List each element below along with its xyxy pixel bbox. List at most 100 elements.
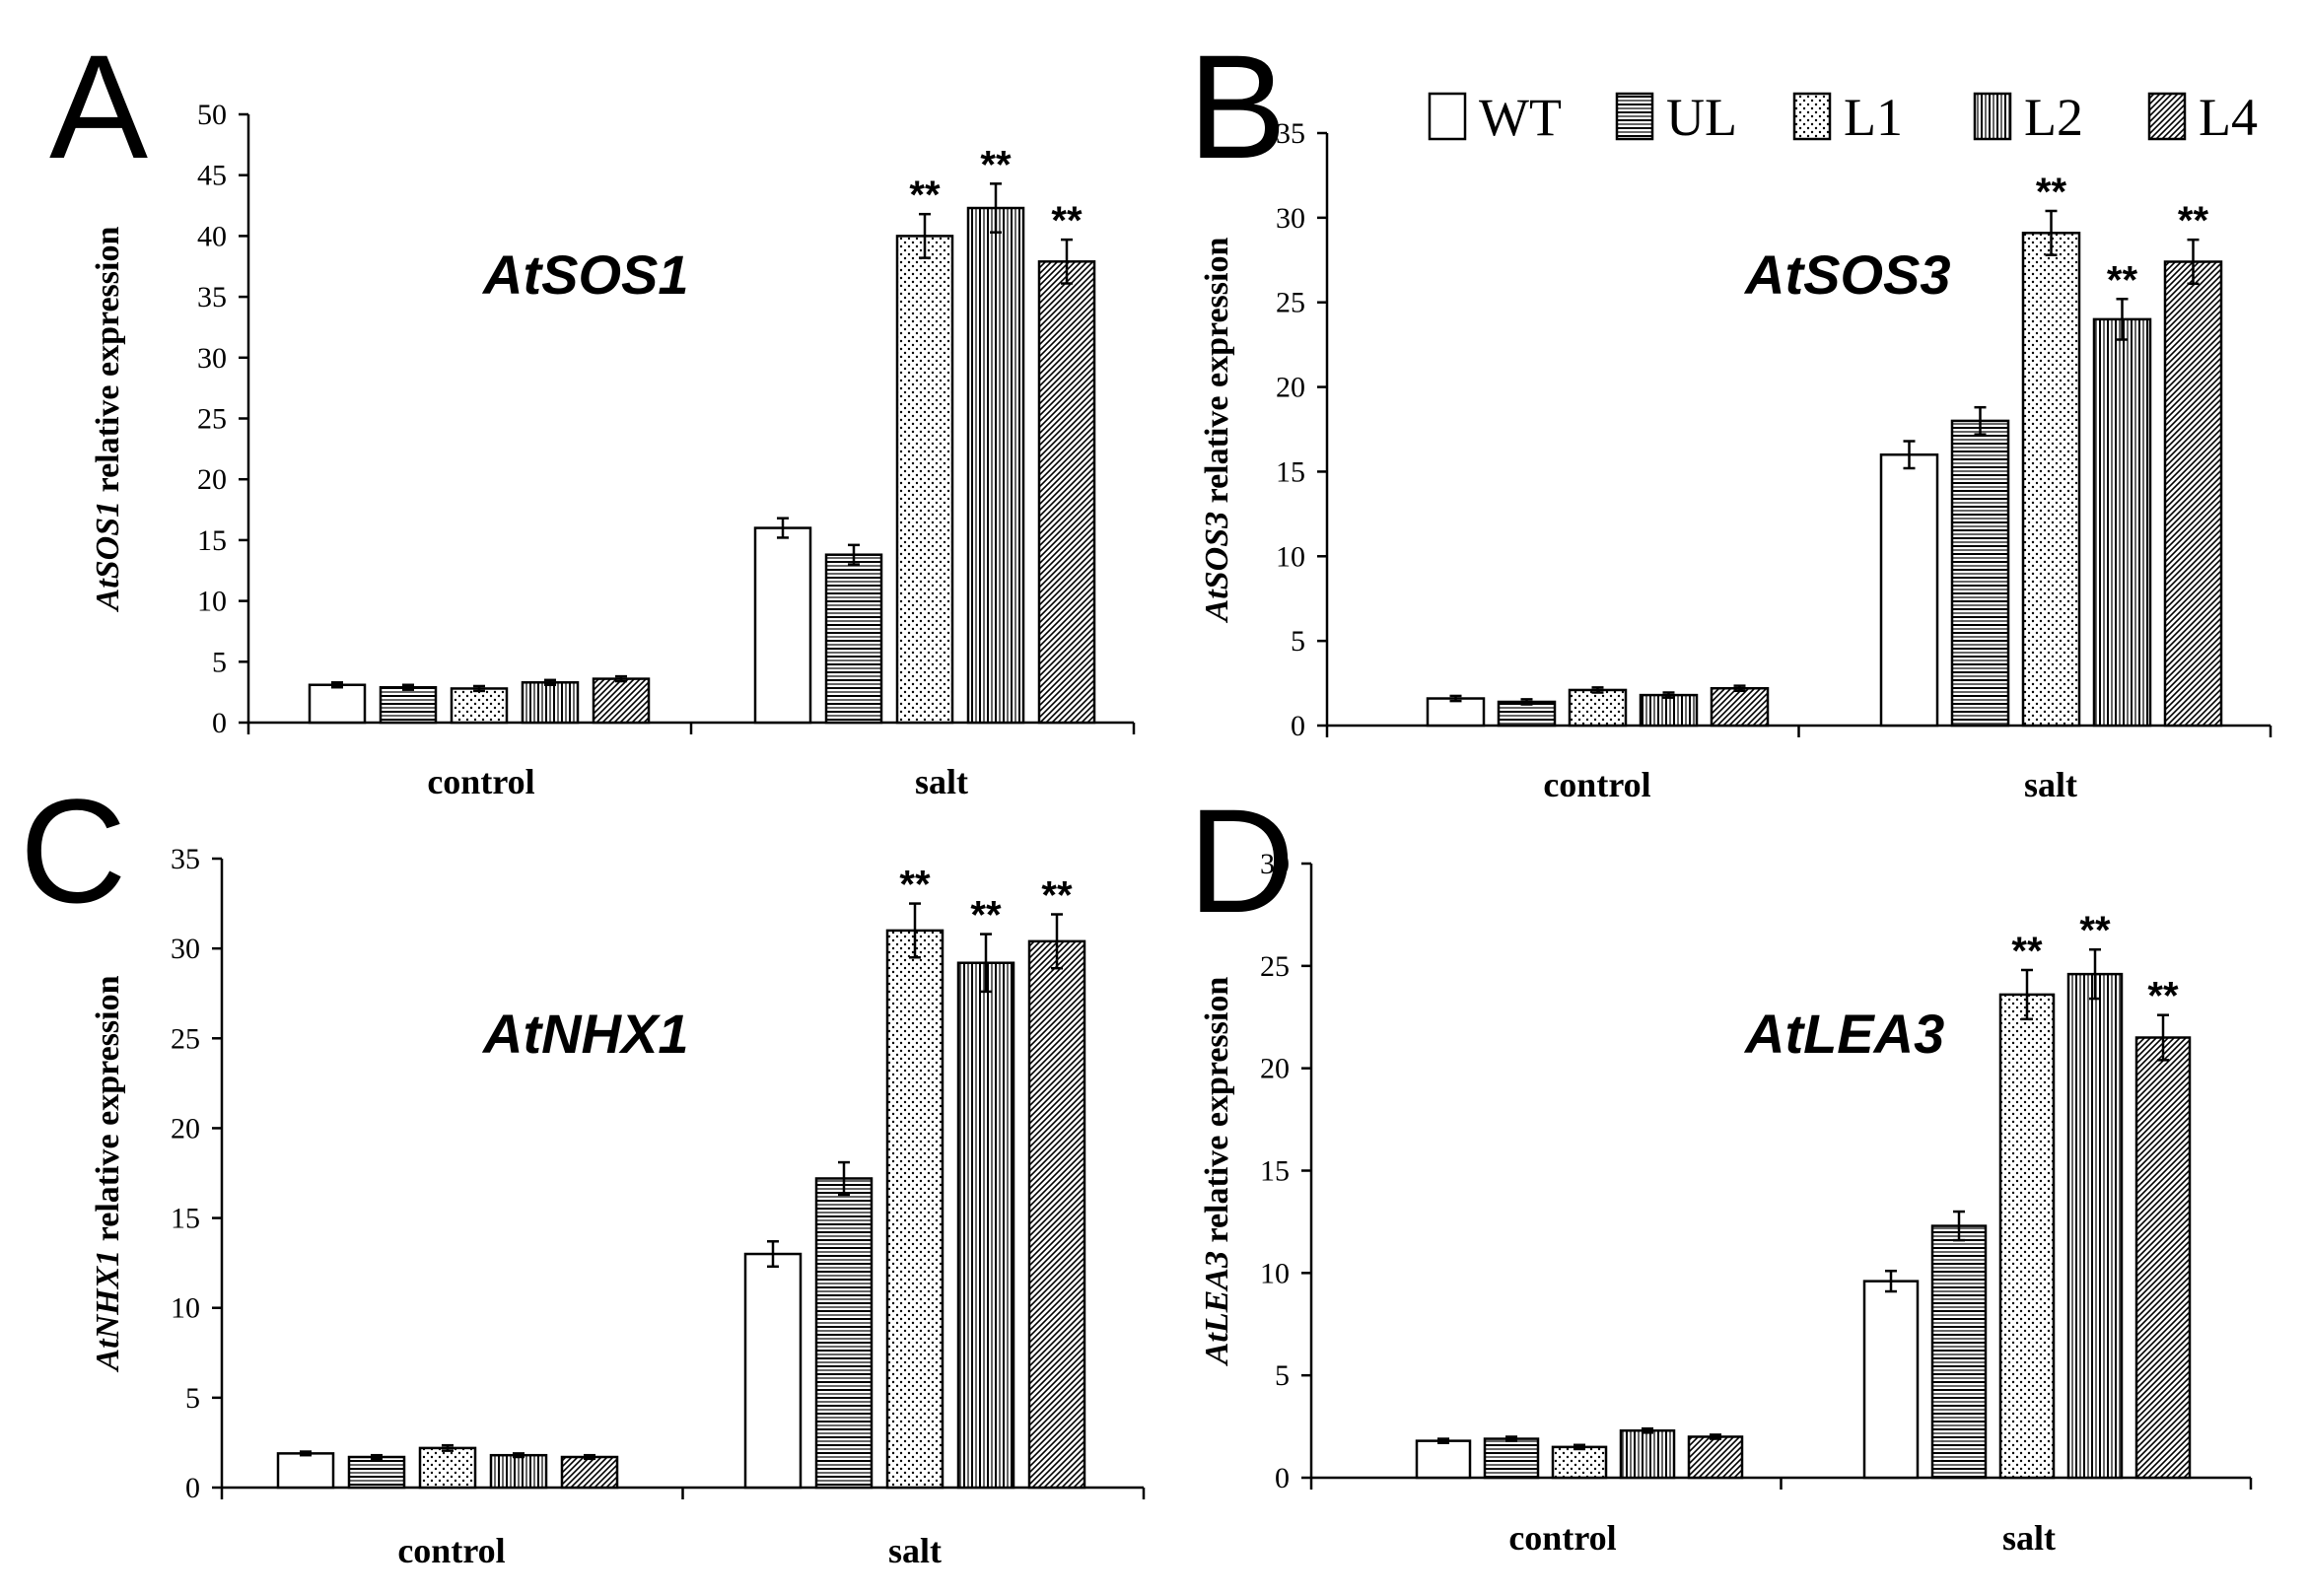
y-tick-label: 5 bbox=[185, 1382, 200, 1415]
panel-b: B 0 5 10 15 20 25 30 35 AtSOS3 relative expressio… bbox=[1188, 24, 2273, 804]
bar-wt-salt bbox=[1862, 1280, 1920, 1480]
legend-swatch bbox=[1428, 92, 1467, 141]
bar-l2-salt bbox=[966, 206, 1025, 725]
bar-l2-salt bbox=[956, 961, 1015, 1490]
significance-mark: ** bbox=[2107, 258, 2138, 302]
bar-wt-control bbox=[276, 1452, 335, 1490]
category-label-salt: salt bbox=[2024, 765, 2077, 804]
bar-l2-salt bbox=[2092, 317, 2152, 728]
panel-letter: D bbox=[1188, 778, 1294, 943]
bar-l4-salt bbox=[2134, 1036, 2192, 1480]
significance-mark: ** bbox=[970, 894, 1002, 937]
y-tick-label: 15 bbox=[1276, 455, 1305, 488]
legend-swatch bbox=[1615, 92, 1654, 141]
bar-l1-salt bbox=[885, 929, 944, 1490]
y-tick-label: 25 bbox=[1276, 287, 1305, 319]
y-axis-title-gene: AtSOS3 bbox=[1199, 512, 1235, 624]
bar-l4-salt bbox=[1027, 939, 1086, 1490]
bar-wt-salt bbox=[753, 526, 812, 725]
bar-l1-salt bbox=[895, 235, 954, 725]
significance-mark: ** bbox=[1051, 199, 1083, 243]
bar-l2-control bbox=[1639, 693, 1699, 728]
bar-l1-control bbox=[1551, 1445, 1608, 1480]
y-tick-label: 15 bbox=[171, 1203, 200, 1235]
bar-l2-salt bbox=[2066, 972, 2124, 1480]
legend-swatch bbox=[1973, 92, 2012, 141]
panel-letter: A bbox=[49, 24, 148, 189]
y-tick-label: 0 bbox=[212, 707, 227, 739]
y-axis-title-text: relative expression bbox=[1199, 977, 1235, 1251]
y-tick-label: 45 bbox=[197, 160, 227, 192]
bar-l4-control bbox=[1687, 1435, 1744, 1480]
legend-label: L1 bbox=[1844, 88, 1903, 147]
legend-swatch bbox=[2147, 92, 2187, 141]
legend-label: WT bbox=[1479, 88, 1562, 147]
significance-mark: ** bbox=[2079, 909, 2111, 952]
bar-l4-control bbox=[592, 677, 651, 725]
bar-l2-control bbox=[521, 681, 580, 725]
bar-l1-control bbox=[1568, 688, 1628, 728]
bar-l1-salt bbox=[2021, 232, 2081, 728]
y-tick-label: 0 bbox=[185, 1472, 200, 1504]
panel-c: C 0 5 10 15 20 25 30 35 AtNHX1 relative expressio… bbox=[20, 768, 1146, 1570]
chart-title: AtLEA3 bbox=[1743, 1003, 1944, 1065]
y-tick-label: 20 bbox=[171, 1112, 200, 1145]
bar-ul-control bbox=[379, 685, 438, 725]
y-tick-label: 0 bbox=[1291, 710, 1305, 742]
y-tick-label: 10 bbox=[1260, 1257, 1290, 1289]
y-tick-label: 35 bbox=[197, 281, 227, 313]
significance-mark: ** bbox=[899, 864, 931, 907]
y-tick-label: 50 bbox=[197, 99, 227, 131]
y-tick-label: 20 bbox=[197, 463, 227, 496]
legend-item-wt: WT bbox=[1428, 88, 1562, 147]
category-label-control: control bbox=[397, 1531, 505, 1570]
bar-wt-control bbox=[1426, 697, 1486, 728]
legend-label: L2 bbox=[2024, 88, 2083, 147]
category-label-salt: salt bbox=[2002, 1518, 2056, 1558]
panel-letter: B bbox=[1188, 24, 1287, 189]
bar-ul-salt bbox=[814, 1177, 874, 1490]
y-axis-title-text: relative expression bbox=[90, 975, 126, 1249]
category-label-control: control bbox=[427, 762, 534, 801]
bar-l4-salt bbox=[1037, 260, 1096, 725]
y-tick-label: 5 bbox=[212, 646, 227, 678]
bar-wt-salt bbox=[743, 1252, 803, 1490]
y-axis-title: AtLEA3 relative expression bbox=[1199, 977, 1235, 1367]
y-tick-label: 25 bbox=[171, 1022, 200, 1055]
panel-letter: C bbox=[20, 768, 126, 934]
y-tick-label: 5 bbox=[1275, 1359, 1290, 1392]
bar-wt-salt bbox=[1879, 453, 1939, 728]
legend-item-l1: L1 bbox=[1792, 88, 1903, 147]
legend-item-ul: UL bbox=[1615, 88, 1737, 147]
y-axis-title-text: relative expression bbox=[1199, 238, 1235, 512]
y-tick-label: 5 bbox=[1291, 625, 1305, 658]
bar-l4-salt bbox=[2163, 260, 2223, 728]
y-axis-title-text: relative expression bbox=[90, 227, 126, 501]
bar-ul-control bbox=[347, 1455, 406, 1490]
legend: WT UL L1 L2 L4 bbox=[1428, 88, 2258, 147]
y-tick-label: 20 bbox=[1260, 1053, 1290, 1085]
bar-ul-salt bbox=[824, 553, 883, 725]
significance-mark: ** bbox=[980, 143, 1012, 186]
significance-mark: ** bbox=[2011, 930, 2043, 973]
significance-mark: ** bbox=[2178, 199, 2209, 243]
category-label-control: control bbox=[1508, 1518, 1616, 1558]
y-tick-label: 20 bbox=[1276, 372, 1305, 404]
bar-l1-salt bbox=[1998, 993, 2056, 1480]
bar-l4-control bbox=[560, 1455, 619, 1490]
bar-l2-control bbox=[489, 1453, 548, 1490]
bar-wt-control bbox=[1415, 1439, 1472, 1480]
y-axis-title-gene: AtNHX1 bbox=[90, 1250, 126, 1373]
chart-title: AtSOS3 bbox=[1743, 243, 1951, 306]
y-tick-label: 35 bbox=[171, 843, 200, 875]
y-tick-label: 15 bbox=[1260, 1155, 1290, 1188]
y-tick-label: 40 bbox=[197, 220, 227, 252]
y-tick-label: 10 bbox=[171, 1292, 200, 1325]
y-axis-title: AtSOS3 relative expression bbox=[1199, 238, 1235, 624]
legend-label: UL bbox=[1666, 88, 1737, 147]
bar-l4-control bbox=[1710, 686, 1770, 728]
category-label-control: control bbox=[1543, 765, 1650, 804]
chart-title: AtSOS1 bbox=[481, 243, 689, 306]
category-label-salt: salt bbox=[888, 1531, 942, 1570]
significance-mark: ** bbox=[2147, 975, 2179, 1018]
